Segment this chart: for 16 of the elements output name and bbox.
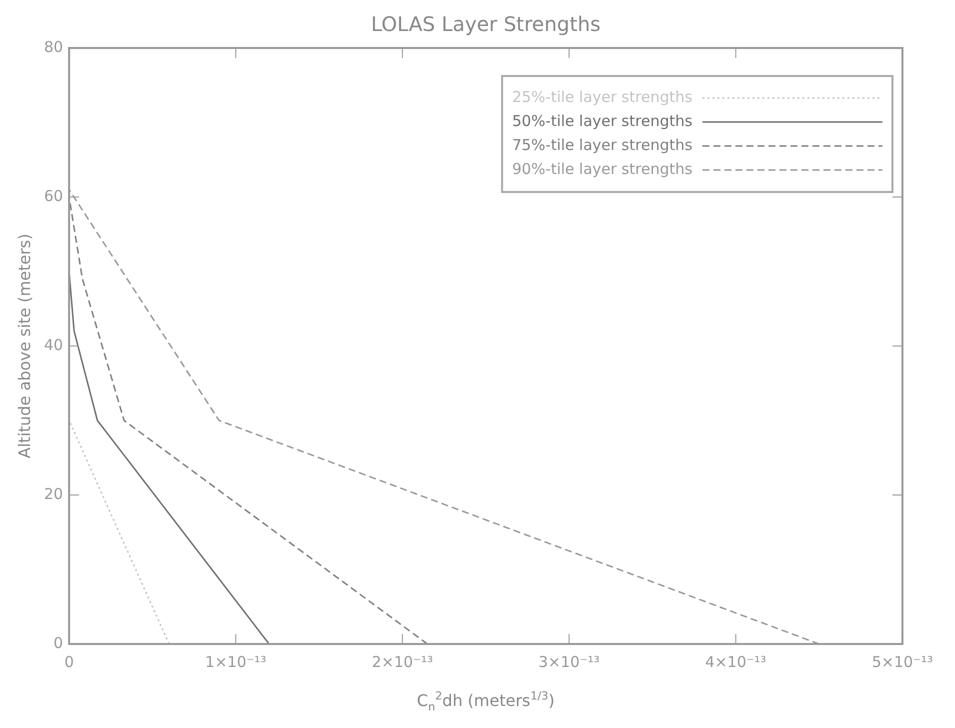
y-tick-label: 0 xyxy=(54,634,64,652)
y-axis-title: Altitude above site (meters) xyxy=(15,234,34,458)
x-tick-label: 3×10⁻¹³ xyxy=(538,652,600,671)
y-tick-label: 60 xyxy=(44,186,64,205)
text: 25%-tile layer strengths xyxy=(512,88,693,106)
y-tick-label: 20 xyxy=(44,484,64,503)
text: 50%-tile layer strengths xyxy=(512,112,693,130)
chart-title: LOLAS Layer Strengths xyxy=(370,12,601,36)
y-tick-label: 80 xyxy=(44,38,64,56)
x-tick-label: 4×10⁻¹³ xyxy=(705,652,766,671)
x-tick-label: 2×10⁻¹³ xyxy=(372,652,433,671)
text: 75%-tile layer strengths xyxy=(512,136,693,154)
text: 90%-tile layer strengths xyxy=(512,160,693,178)
x-tick-label: 1×10⁻¹³ xyxy=(205,652,266,671)
x-tick-label: 5×10⁻¹³ xyxy=(872,652,934,671)
y-tick-label: 40 xyxy=(44,336,64,354)
